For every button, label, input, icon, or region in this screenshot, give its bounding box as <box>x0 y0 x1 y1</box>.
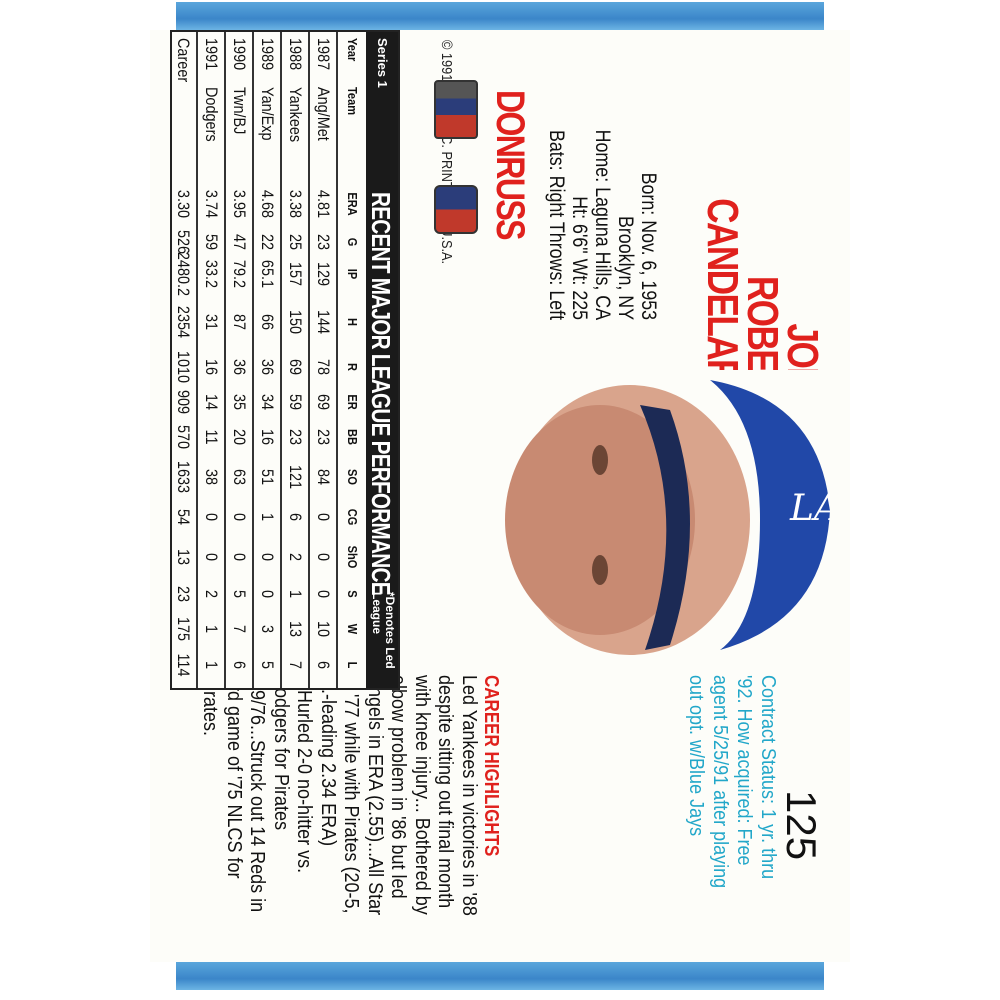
table-cell: 7 <box>286 660 305 670</box>
mlb-logo-icon <box>434 185 478 234</box>
column-header: H <box>345 318 360 326</box>
column-header: L <box>345 661 360 669</box>
stats-table: Series 1 RECENT MAJOR LEAGUE PERFORMANCE… <box>168 30 400 690</box>
table-cell: 1991 <box>202 38 221 71</box>
table-cell: 6 <box>314 660 333 670</box>
table-cell: 1987 <box>314 38 333 71</box>
table-cell: Ang/Met <box>314 87 333 141</box>
table-cell: 1988 <box>286 38 305 71</box>
table-cell: 87 <box>230 313 249 331</box>
table-cell: 144 <box>314 309 333 335</box>
table-cell: Twn/BJ <box>230 87 249 135</box>
player-photo: LA <box>400 370 830 660</box>
denotes-note: *Denotes Led League <box>370 592 397 669</box>
cap-icon <box>710 380 830 650</box>
donruss-logo: DONRUSS <box>488 90 532 239</box>
bio-height-weight: Ht: 6'6" Wt: 225 <box>568 196 591 320</box>
table-row: 1988 Yankees 3.38 25 157 150 69 59 23 121 6 2 1 13 7 <box>280 32 310 688</box>
table-cell: Dodgers <box>202 87 221 142</box>
bio-bats-throws: Bats: Right Throws: Left <box>545 129 568 320</box>
career-highlights-title: CAREER HIGHLIGHTS <box>480 675 502 857</box>
table-cell: 31 <box>202 313 221 331</box>
column-header: Team <box>345 87 360 116</box>
column-header: Year <box>345 38 360 62</box>
bio-born: Born: Nov. 6, 1953 <box>637 172 660 320</box>
table-cell: 157 <box>286 261 305 287</box>
table-cell: 5 <box>258 660 277 670</box>
bio: Born: Nov. 6, 1953 Brooklyn, NY Home: La… <box>545 130 660 320</box>
contract-status: Contract Status: 1 yr. thru '92. How acq… <box>685 675 779 889</box>
table-cell: 66 <box>258 313 277 331</box>
table-row: Career 3.30 526 2480.2 2354 1010 909 570 1633 54 1… <box>168 32 198 688</box>
table-cell: 129 <box>314 261 333 287</box>
career-highlights-text: Led Yankees in victories in '88 despite … <box>199 675 481 916</box>
table-cell: 1990 <box>230 38 249 71</box>
stats-title: RECENT MAJOR LEAGUE PERFORMANCE <box>366 192 396 595</box>
table-row: 1990 Twn/BJ 3.95 47 79.2 87 36 35 20 63 0 0 5 7 6 <box>224 32 254 688</box>
table-cell: 6 <box>230 660 249 670</box>
table-cell: Career <box>174 38 193 83</box>
table-cell: Yan/Exp <box>258 87 277 141</box>
stats-column-headers: Year Team ERA G IP H R ER BB SO CG ShO S W L <box>338 32 366 688</box>
bio-home: Home: Laguna Hills, CA <box>591 129 614 320</box>
top-blue-border <box>176 2 824 30</box>
table-row: 1991 Dodgers 3.74 59 33.2 31 16 14 11 38 0 0 2 1 1 <box>196 32 226 688</box>
table-row: 1989 Yan/Exp 4.68 22 65.1 66 36 34 16 51 1 0 0 3 5 <box>252 32 282 688</box>
table-cell: 114 <box>174 653 193 677</box>
table-cell: 1989 <box>258 38 277 71</box>
table-cell: 65.1 <box>258 259 277 289</box>
table-cell: 33.2 <box>202 259 221 289</box>
series-label: Series 1 <box>375 38 390 88</box>
table-cell: 1 <box>202 660 221 670</box>
card-number: 125 <box>778 790 825 861</box>
mlbpa-logo-icon <box>434 80 478 139</box>
stats-header-bar: Series 1 RECENT MAJOR LEAGUE PERFORMANCE… <box>366 32 398 688</box>
table-cell: 2354 <box>174 305 193 339</box>
table-cell: 150 <box>286 309 305 335</box>
bio-birthplace: Brooklyn, NY <box>614 215 637 320</box>
la-logo-icon: LA <box>789 488 830 529</box>
table-cell: Yankees <box>286 87 305 143</box>
column-header: IP <box>345 268 360 280</box>
table-cell: 79.2 <box>230 259 249 289</box>
table-cell: 2480.2 <box>174 251 193 297</box>
table-row: 1987 Ang/Met 4.81 23 129 144 78 69 23 84 0 0 0 10 6 <box>308 32 338 688</box>
card-back: © 1991 LEAF, INC. PRINTED IN U.S.A. JOHN… <box>168 30 830 960</box>
bottom-blue-border <box>176 962 824 990</box>
